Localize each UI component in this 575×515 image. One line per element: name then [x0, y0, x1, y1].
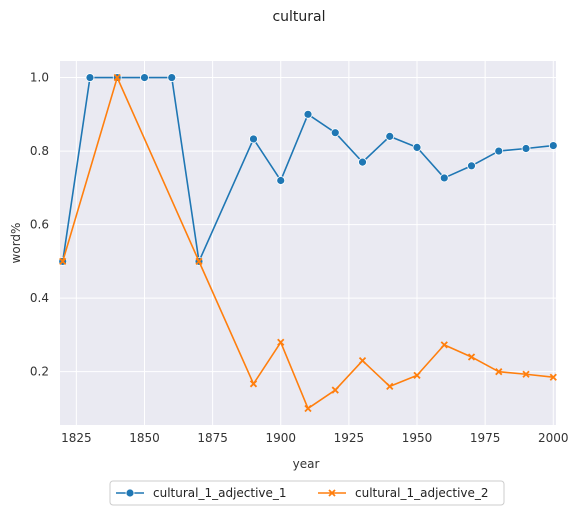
- legend-box: [109, 480, 505, 506]
- data-point: [249, 134, 258, 144]
- data-point: [386, 382, 394, 391]
- legend: cultural_1_adjective_1 cultural_1_adjecti…: [109, 480, 505, 506]
- data-point: [195, 257, 203, 266]
- data-point: [413, 371, 421, 380]
- legend-label: cultural_1_adjective_1: [153, 486, 287, 500]
- plot-area: [60, 61, 556, 425]
- data-point: [495, 368, 503, 376]
- data-point: [330, 128, 340, 138]
- data-point: [467, 353, 476, 361]
- data-point: [412, 143, 422, 152]
- data-point: [167, 73, 177, 82]
- data-point: [304, 404, 312, 413]
- x-tick-label: 1850: [129, 431, 160, 445]
- series-line: [61, 76, 554, 263]
- data-point: [439, 173, 449, 183]
- x-tick-label: 1875: [197, 431, 228, 445]
- y-tick-label: 1.0: [30, 71, 49, 85]
- x-tick-label: 1950: [402, 431, 433, 445]
- data-point: [59, 257, 67, 266]
- x-tick-label: 1825: [61, 431, 92, 445]
- y-tick-labels: 0.2 0.4 0.6 0.8 1.0: [30, 71, 49, 379]
- data-point: [440, 341, 448, 349]
- data-point: [85, 73, 95, 82]
- series-cultural_1_adjective_2: [59, 73, 557, 413]
- x-tick-label: 1900: [265, 431, 296, 445]
- y-tick-label: 0.2: [30, 365, 49, 379]
- y-tick-label: 0.8: [30, 144, 49, 158]
- series-layer: [58, 73, 558, 413]
- data-point: [522, 370, 530, 378]
- legend-marker: [125, 488, 135, 498]
- data-point: [140, 73, 149, 82]
- y-axis-label: word%: [9, 223, 23, 264]
- data-point: [331, 386, 339, 394]
- y-tick-label: 0.6: [30, 218, 49, 232]
- data-point: [113, 73, 121, 82]
- x-tick-label: 1925: [334, 431, 365, 445]
- data-point: [467, 161, 476, 171]
- data-point: [385, 131, 395, 141]
- data-point: [521, 144, 531, 153]
- x-tick-label: 1975: [470, 431, 501, 445]
- data-point: [548, 141, 558, 150]
- gridlines: [60, 61, 556, 425]
- data-point: [358, 157, 367, 167]
- legend-label: cultural_1_adjective_2: [355, 486, 489, 500]
- data-point: [494, 146, 504, 156]
- chart-title: cultural: [272, 9, 325, 25]
- y-tick-label: 0.4: [30, 291, 49, 305]
- data-point: [358, 357, 367, 365]
- legend-entry: cultural_1_adjective_2: [318, 486, 489, 500]
- data-point: [549, 373, 557, 381]
- legend-entry: cultural_1_adjective_1: [116, 486, 287, 500]
- data-point: [277, 338, 285, 346]
- x-axis-label: year: [293, 457, 320, 471]
- data-point: [303, 109, 313, 119]
- x-tick-label: 2000: [538, 431, 569, 445]
- x-tick-labels: 1825 1850 1875 1900 1925 1950 1975 2000: [61, 431, 568, 445]
- data-point: [249, 380, 258, 388]
- data-point: [276, 176, 286, 185]
